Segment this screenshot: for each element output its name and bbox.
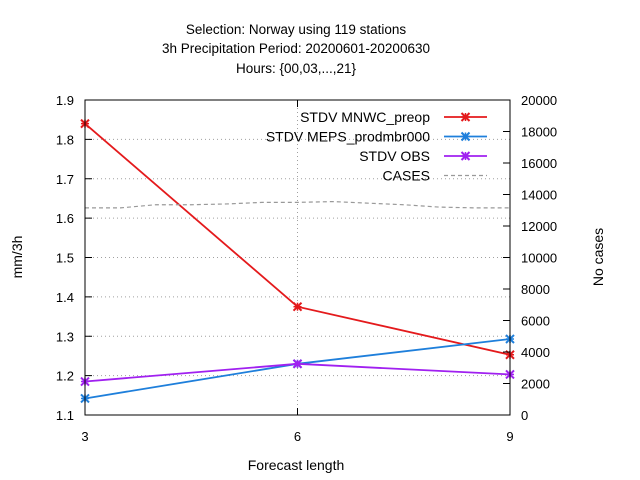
legend: STDV MNWC_preop STDV MEPS_prodmbr000 STDV … (266, 109, 487, 184)
y2-tick-label: 16000 (521, 156, 557, 171)
y2-tick-label: 18000 (521, 125, 557, 140)
title-line-3: Hours: {00,03,...,21} (236, 61, 357, 76)
legend-label: STDV MEPS_prodmbr000 (266, 129, 430, 145)
y-tick-label: 1.4 (56, 290, 74, 305)
x-tick-label: 9 (506, 429, 513, 444)
y-tick-label: 1.2 (56, 369, 74, 384)
y2-axis-label: No cases (590, 228, 606, 286)
y-tick-label: 1.5 (56, 251, 74, 266)
series-3 (85, 200, 510, 209)
legend-label: CASES (383, 168, 430, 184)
chart-title: Selection: Norway using 119 stations 3h … (162, 22, 430, 76)
grid (85, 100, 510, 415)
series-layer (80, 118, 515, 404)
axis-ticks: 1.1 1.2 1.3 1.4 1.5 1.6 1.7 1.8 1.9 0 2000 4000 6000… (56, 93, 557, 444)
y-tick-label: 1.7 (56, 172, 74, 187)
y2-tick-label: 2000 (521, 377, 550, 392)
y2-tick-label: 20000 (521, 93, 557, 108)
title-line-2: 3h Precipitation Period: 20200601-202006… (162, 41, 430, 56)
legend-marker (460, 112, 471, 122)
legend-marker (460, 131, 471, 142)
y-axis-label: mm/3h (9, 236, 25, 279)
y2-tick-label: 12000 (521, 219, 557, 234)
data-point (292, 359, 303, 369)
series-line (85, 200, 510, 209)
y-tick-label: 1.1 (56, 408, 74, 423)
y2-tick-label: 6000 (521, 314, 550, 329)
y2-tick-label: 14000 (521, 188, 557, 203)
data-point (292, 302, 303, 312)
legend-label: STDV MNWC_preop (300, 109, 430, 125)
x-axis-label: Forecast length (248, 457, 345, 473)
y2-tick-label: 10000 (521, 251, 557, 266)
y2-tick-label: 8000 (521, 282, 550, 297)
title-line-1: Selection: Norway using 119 stations (186, 22, 407, 37)
y-tick-label: 1.6 (56, 211, 74, 226)
y-tick-label: 1.8 (56, 132, 74, 147)
y2-tick-label: 0 (521, 408, 528, 423)
x-tick-label: 6 (294, 429, 301, 444)
legend-marker (460, 151, 471, 161)
y-tick-label: 1.3 (56, 329, 74, 344)
y-tick-label: 1.9 (56, 93, 74, 108)
legend-label: STDV OBS (359, 148, 430, 164)
y2-tick-label: 4000 (521, 345, 550, 360)
x-tick-label: 3 (81, 429, 88, 444)
